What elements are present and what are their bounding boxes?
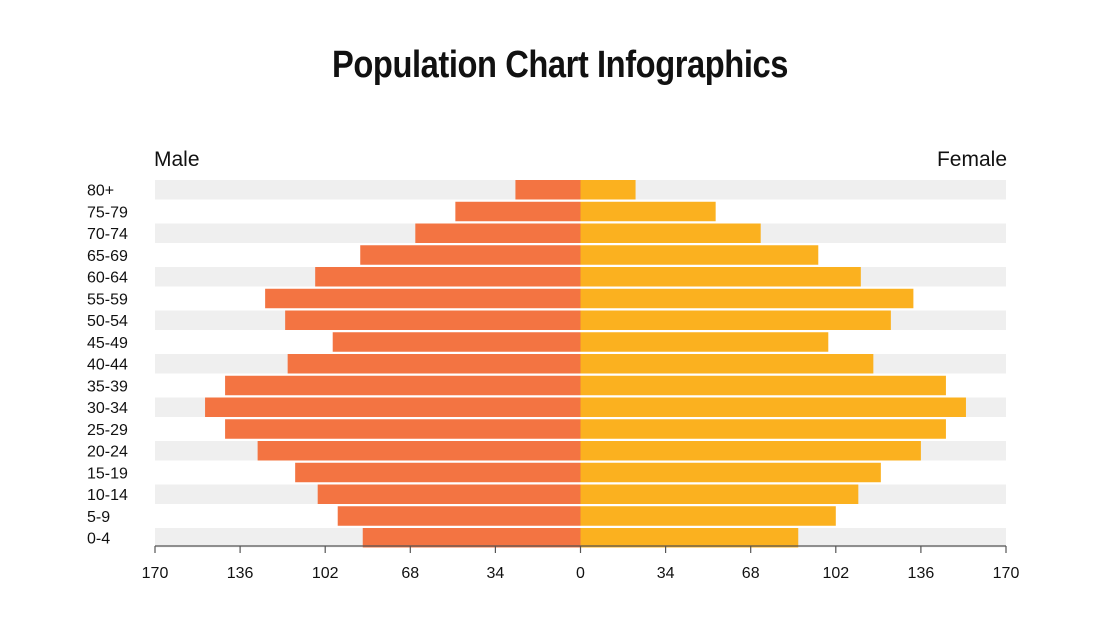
category-label: 80+ (87, 183, 114, 200)
bar-female-65-69 (580, 245, 819, 265)
category-label: 70-74 (87, 226, 128, 243)
x-tick-label: 136 (908, 565, 935, 582)
bar-female-35-39 (580, 375, 946, 396)
category-label: 20-24 (87, 444, 128, 461)
bar-female-40-44 (580, 354, 874, 374)
bar-male-25-29 (225, 419, 581, 439)
bar-male-5-9 (337, 506, 581, 526)
bar-female-70-74 (580, 223, 761, 243)
bar-male-20-24 (257, 441, 581, 461)
x-tick-label: 170 (993, 565, 1020, 582)
x-tick-label: 102 (312, 565, 339, 582)
bar-female-15-19 (580, 462, 881, 483)
bar-male-75-79 (455, 201, 581, 222)
category-label: 5-9 (87, 509, 110, 526)
bar-female-30-34 (580, 397, 966, 417)
category-label: 15-19 (87, 465, 128, 482)
bar-male-30-34 (205, 397, 581, 417)
bar-female-55-59 (580, 288, 914, 309)
x-tick-label: 68 (742, 565, 760, 582)
bar-female-0-4 (580, 528, 799, 548)
bar-female-25-29 (580, 419, 946, 439)
x-tick-label: 68 (401, 565, 419, 582)
bar-male-40-44 (287, 354, 581, 374)
category-label: 0-4 (87, 531, 110, 548)
bar-male-35-39 (225, 375, 581, 396)
category-label: 45-49 (87, 335, 128, 352)
category-label: 30-34 (87, 400, 128, 417)
category-label: 50-54 (87, 313, 128, 330)
category-label: 40-44 (87, 357, 128, 374)
x-tick-label: 136 (227, 565, 254, 582)
bar-female-75-79 (580, 201, 716, 222)
category-label: 10-14 (87, 487, 128, 504)
bar-male-45-49 (332, 332, 581, 352)
chart-title: Population Chart Infographics (332, 44, 788, 86)
bar-female-60-64 (580, 267, 861, 287)
x-tick-label: 34 (657, 565, 675, 582)
bar-male-55-59 (265, 288, 581, 309)
category-label: 35-39 (87, 378, 128, 395)
category-label: 65-69 (87, 248, 128, 265)
bar-female-5-9 (580, 506, 836, 526)
legend-female: Female (937, 148, 1007, 171)
bar-male-15-19 (295, 462, 581, 483)
x-tick-label: 102 (822, 565, 849, 582)
bar-male-10-14 (317, 484, 581, 504)
bar-female-45-49 (580, 332, 829, 352)
bar-male-65-69 (360, 245, 581, 265)
bar-male-70-74 (415, 223, 581, 243)
bar-male-60-64 (315, 267, 581, 287)
bar-male-80+ (515, 180, 581, 200)
x-tick-label: 34 (487, 565, 505, 582)
category-label: 25-29 (87, 422, 128, 439)
bar-female-50-54 (580, 310, 891, 330)
bar-female-80+ (580, 180, 636, 200)
category-label: 55-59 (87, 291, 128, 308)
bar-female-20-24 (580, 441, 921, 461)
bar-male-50-54 (285, 310, 581, 330)
x-tick-label: 0 (576, 565, 585, 582)
category-label: 60-64 (87, 270, 128, 287)
bar-female-10-14 (580, 484, 859, 504)
bar-male-0-4 (362, 528, 581, 548)
x-tick-label: 170 (142, 565, 169, 582)
category-label: 75-79 (87, 204, 128, 221)
legend-male: Male (154, 148, 200, 171)
